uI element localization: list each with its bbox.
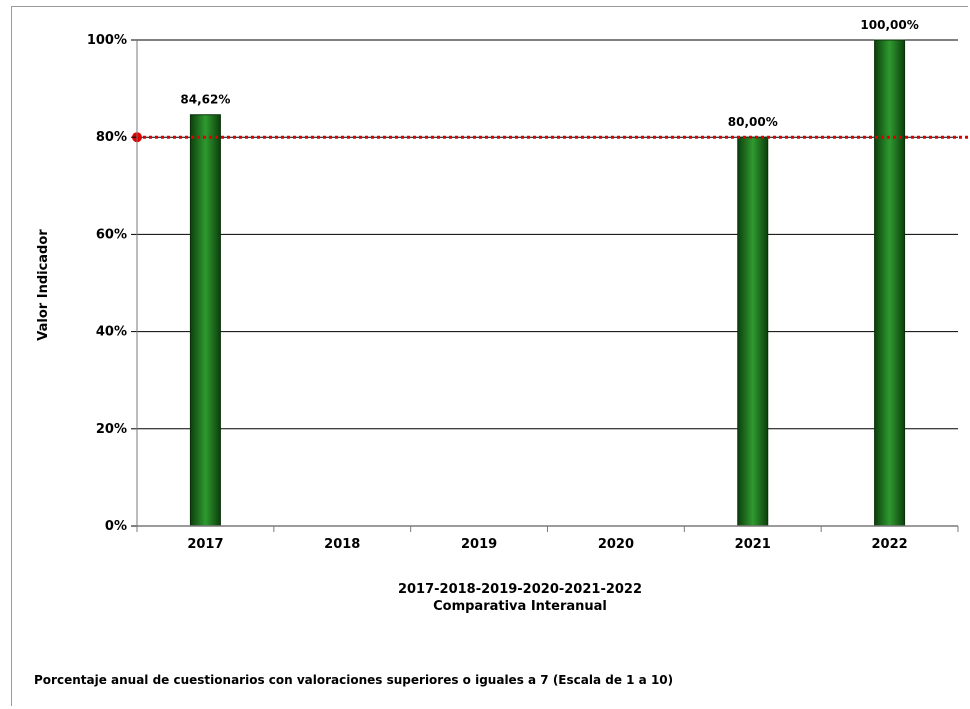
chart-frame [11, 6, 968, 706]
x-tick-label-2020: 2020 [598, 537, 634, 552]
x-tick-label-2021: 2021 [735, 537, 771, 552]
x-tick-label-2018: 2018 [324, 537, 360, 552]
data-label-2021: 80,00% [728, 115, 778, 129]
y-tick-label: 60% [96, 227, 127, 242]
data-label-2017: 84,62% [180, 93, 230, 107]
y-tick-label: 0% [105, 519, 127, 534]
y-tick-label: 20% [96, 422, 127, 437]
chart-footnote: Porcentaje anual de cuestionarios con va… [34, 673, 674, 687]
x-tick-label-2022: 2022 [871, 537, 907, 552]
y-tick-label: 100% [87, 33, 127, 48]
y-axis-label: Valor Indicador [36, 229, 51, 341]
x-tick-label-2017: 2017 [187, 537, 223, 552]
x-axis-title-line1: 2017-2018-2019-2020-2021-2022 [397, 582, 643, 597]
bar-2021 [737, 136, 769, 527]
bar-2022 [874, 39, 906, 527]
bar-2017 [189, 114, 221, 527]
y-tick-label: 40% [96, 325, 127, 340]
y-tick-label: 80% [96, 130, 127, 145]
data-label-2022: 100,00% [860, 18, 918, 32]
x-axis-title-line2: Comparativa Interanual [433, 599, 607, 614]
x-tick-label-2019: 2019 [461, 537, 497, 552]
